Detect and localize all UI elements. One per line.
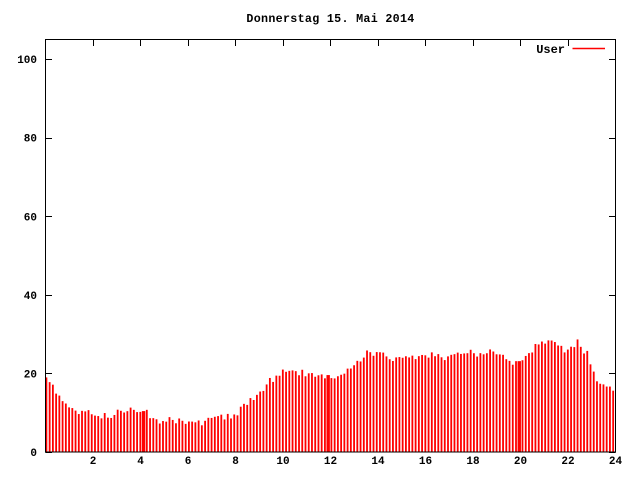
svg-text:8: 8 <box>232 456 239 468</box>
svg-text:24: 24 <box>609 456 623 468</box>
svg-text:18: 18 <box>466 456 480 468</box>
svg-text:20: 20 <box>514 456 527 468</box>
svg-text:2: 2 <box>90 456 97 468</box>
svg-text:4: 4 <box>137 456 144 468</box>
svg-text:100: 100 <box>17 55 37 67</box>
svg-text:16: 16 <box>419 456 432 468</box>
svg-text:60: 60 <box>24 212 37 224</box>
svg-text:0: 0 <box>30 448 37 460</box>
svg-text:User: User <box>536 43 565 57</box>
svg-text:12: 12 <box>324 456 337 468</box>
svg-text:Donnerstag 15. Mai 2014: Donnerstag 15. Mai 2014 <box>246 12 414 26</box>
svg-text:20: 20 <box>24 369 37 381</box>
svg-text:14: 14 <box>371 456 385 468</box>
svg-text:10: 10 <box>276 456 289 468</box>
svg-text:22: 22 <box>561 456 574 468</box>
svg-text:6: 6 <box>185 456 192 468</box>
svg-text:80: 80 <box>24 134 37 146</box>
svg-text:40: 40 <box>24 291 37 303</box>
